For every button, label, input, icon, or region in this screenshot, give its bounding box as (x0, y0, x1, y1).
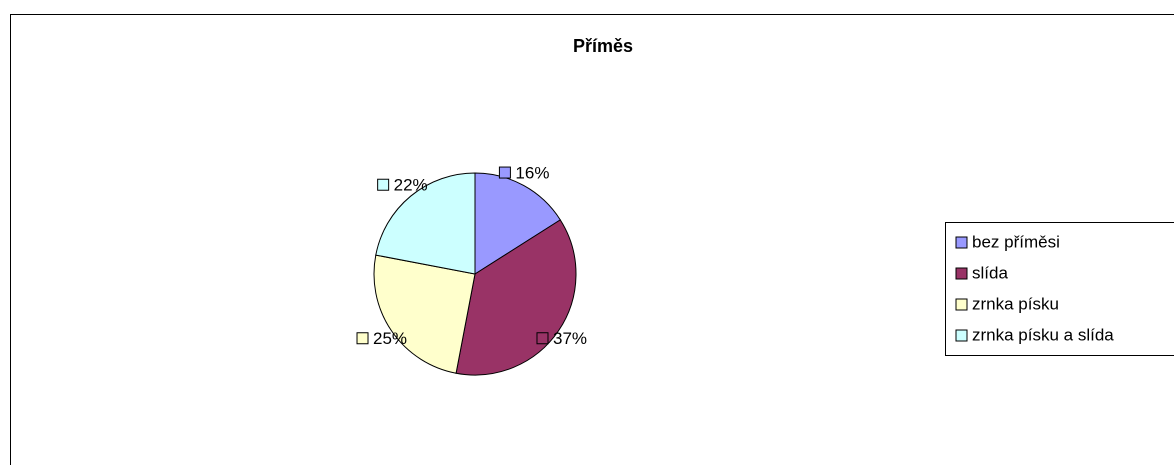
pie-slice (373, 254, 476, 374)
label-swatch (356, 332, 369, 345)
legend-label: zrnka písku a slída (972, 325, 1114, 344)
label-swatch (377, 178, 390, 191)
legend-label: zrnka písku (972, 294, 1059, 313)
chart-title: Příměs (573, 36, 633, 56)
label-swatch (536, 332, 549, 345)
legend-swatch (955, 329, 968, 342)
legend-swatch (955, 267, 968, 280)
label-swatch (498, 166, 511, 179)
data-label: 25% (373, 329, 407, 348)
legend-swatch (955, 236, 968, 249)
pie-slice (375, 172, 476, 275)
legend-label: slída (972, 263, 1008, 282)
pie-slice (474, 172, 561, 275)
data-label: 37% (553, 329, 587, 348)
data-label: 22% (394, 176, 428, 195)
data-label: 16% (515, 164, 549, 183)
legend-box (945, 222, 1174, 356)
legend-swatch (955, 298, 968, 311)
legend-label: bez příměsi (972, 232, 1060, 251)
